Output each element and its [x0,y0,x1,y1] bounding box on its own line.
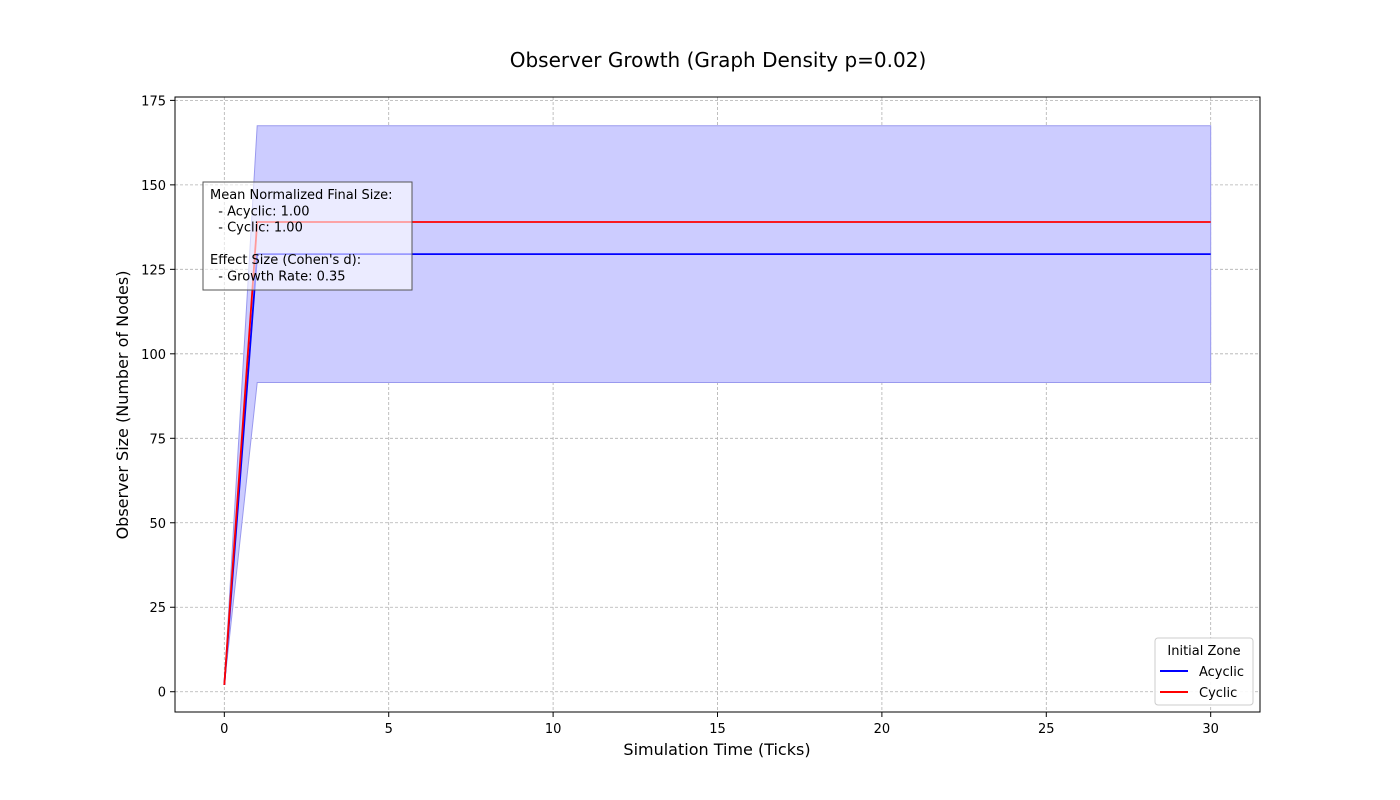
y-axis-label: Observer Size (Number of Nodes) [113,271,132,540]
x-tick-label: 5 [385,722,393,737]
annotation-box-frame [202,181,413,291]
legend-label-acyclic: Acyclic [1199,665,1244,680]
y-tick-label: 125 [141,263,166,278]
x-tick-label: 25 [1038,722,1055,737]
annotation-line: - Acyclic: 1.00 [210,204,310,219]
legend-frame [1154,637,1254,706]
y-tick-label: 175 [141,94,166,109]
y-tick-label: 100 [141,348,166,363]
stats-annotation-box: Mean Normalized Final Size: - Acyclic: 1… [202,181,413,291]
annotation-line: Effect Size (Cohen's d): [210,253,361,268]
tick-layer: 0 5 10 15 20 25 30 0 25 50 75 100 125 150 175 [141,94,1219,737]
annotation-line: - Cyclic: 1.00 [210,221,303,236]
x-tick-label: 15 [709,722,726,737]
y-tick-label: 50 [149,517,166,532]
x-tick-label: 10 [545,722,562,737]
x-tick-label: 20 [874,722,891,737]
y-tick-label: 0 [158,686,166,701]
y-tick-label: 150 [141,179,166,194]
x-axis-label: Simulation Time (Ticks) [623,740,810,759]
legend: Initial Zone Acyclic Cyclic [1154,637,1254,706]
y-tick-label: 25 [149,601,166,616]
annotation-line: - Growth Rate: 0.35 [210,270,346,285]
x-tick-label: 30 [1202,722,1219,737]
x-tick-label: 0 [220,722,228,737]
y-tick-label: 75 [149,432,166,447]
legend-label-cyclic: Cyclic [1199,686,1237,701]
annotation-line: Mean Normalized Final Size: [210,188,393,203]
chart-title: Observer Growth (Graph Density p=0.02) [510,48,927,72]
legend-title: Initial Zone [1167,644,1240,659]
